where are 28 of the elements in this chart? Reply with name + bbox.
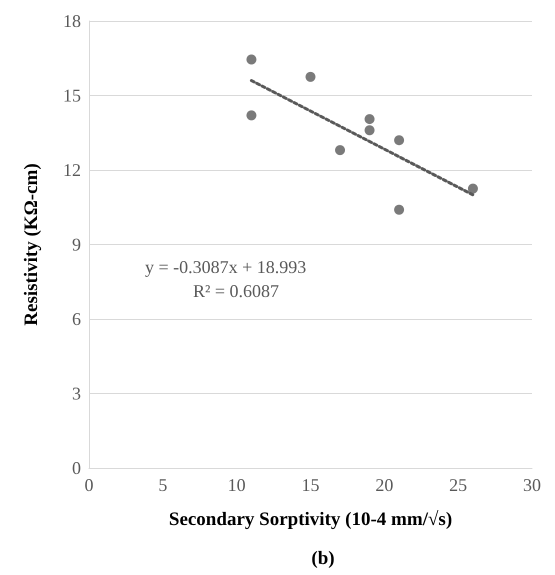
point (364, 125, 375, 136)
point (394, 135, 404, 146)
x-tick-label: 30 (523, 475, 541, 495)
y-tick-label: 0 (72, 458, 81, 478)
x-axis-title: Secondary Sorptivity (10-4 mm/√s) (168, 509, 452, 530)
point (468, 184, 478, 194)
y-tick-label: 9 (72, 234, 81, 254)
x-tick-label: 10 (228, 475, 246, 495)
point (335, 145, 346, 156)
point (394, 204, 404, 215)
x-tick-label: 15 (302, 475, 320, 495)
y-tick-label: 3 (72, 384, 81, 404)
text: (b) (311, 548, 335, 569)
y-tick-label: 6 (72, 309, 81, 329)
point (246, 110, 256, 120)
x-tick-label: 5 (158, 475, 168, 495)
y-axis-title: Resistivity (KΩ-cm) (21, 163, 42, 326)
x-tick-label: 20 (375, 475, 394, 495)
point (246, 54, 256, 64)
x-tick-label: 0 (84, 475, 94, 495)
point (364, 114, 375, 124)
y-tick-label: 15 (63, 86, 81, 106)
y-tick-label: 18 (63, 11, 81, 31)
x-tick-label: 25 (449, 475, 468, 495)
point (306, 72, 316, 82)
y-tick-label: 12 (63, 160, 81, 180)
annotation: R² = 0.6087 (193, 281, 280, 301)
annotation: y = -0.3087x + 18.993 (145, 257, 306, 277)
